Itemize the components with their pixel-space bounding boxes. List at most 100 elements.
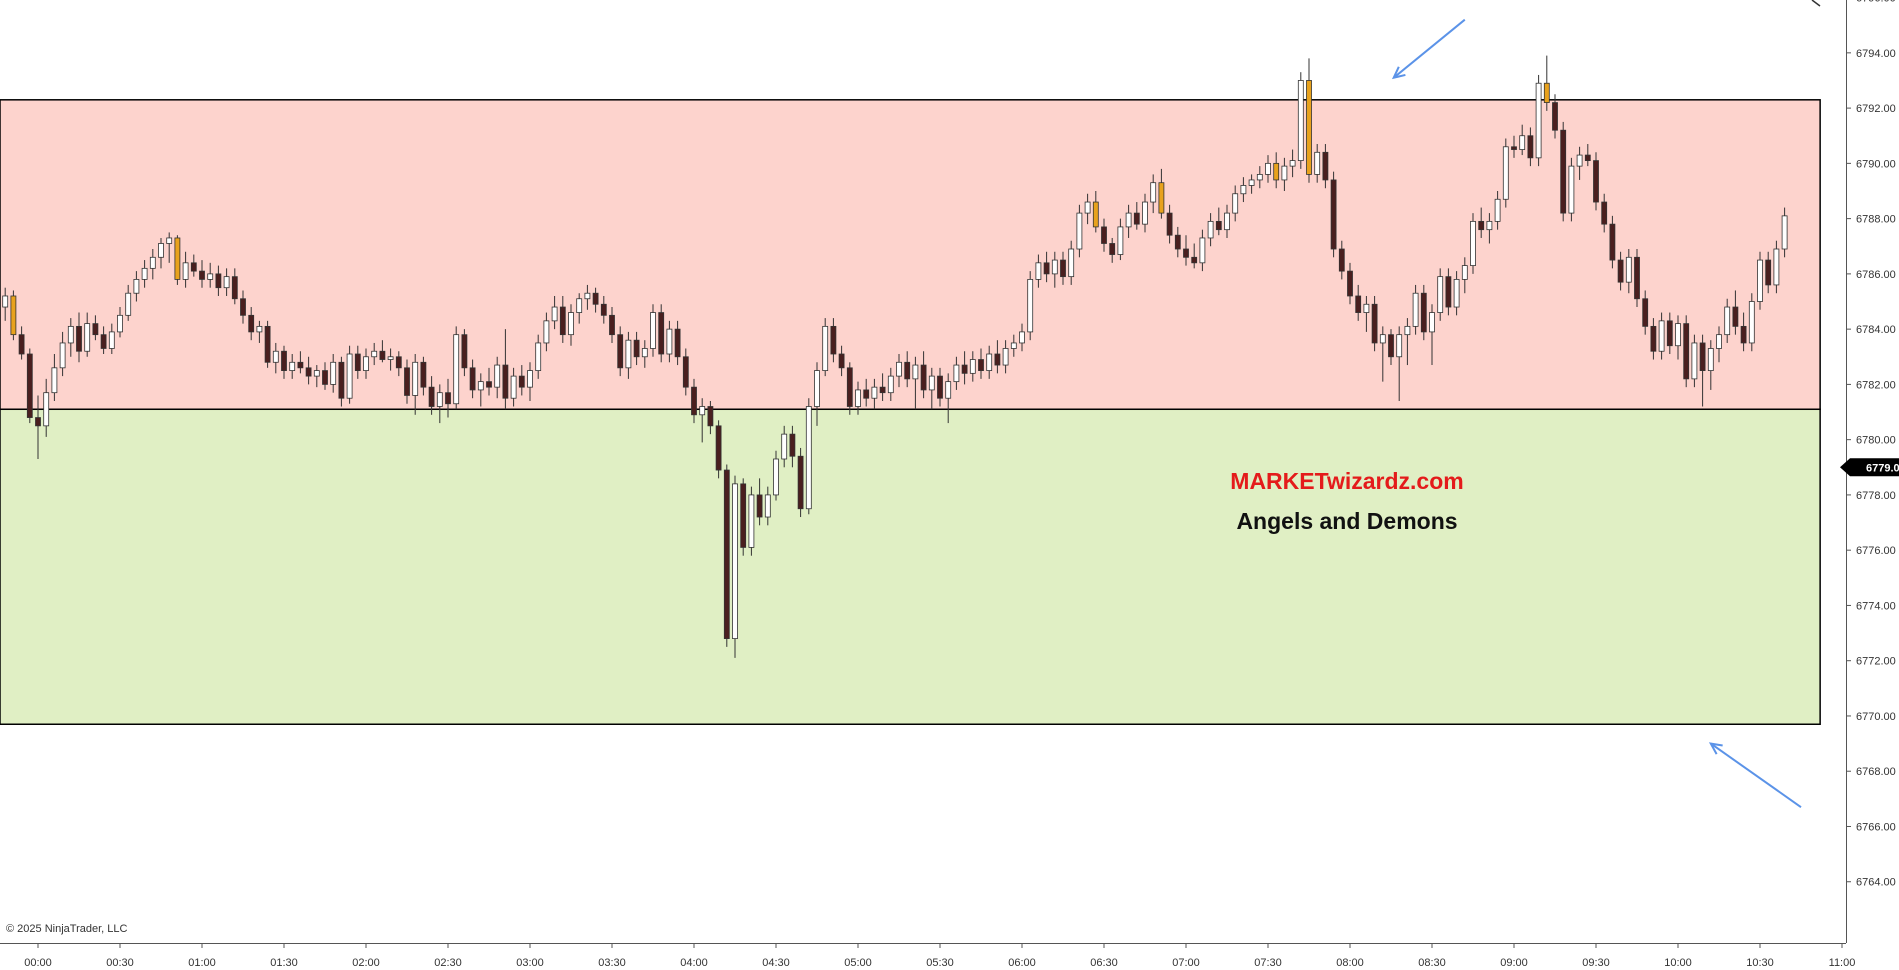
candle — [600, 295, 607, 324]
candle — [535, 334, 542, 379]
candle — [576, 293, 583, 324]
candle-body — [822, 325, 829, 371]
candle — [1535, 74, 1542, 167]
time-axis[interactable]: 00:00 00:30 01:00 01:30 02:00 02:30 03:00 03:30… — [24, 943, 1855, 969]
candle — [281, 345, 287, 379]
candle-body — [264, 325, 271, 363]
candle — [231, 268, 238, 305]
candle-body — [551, 306, 558, 322]
candle — [1740, 312, 1747, 352]
candle — [313, 365, 320, 388]
candle — [1396, 326, 1403, 401]
candle — [797, 447, 804, 518]
candle-body — [1650, 325, 1657, 352]
candle-body — [756, 494, 763, 518]
candle-body — [1535, 82, 1542, 159]
brand-annotation: MARKETwizardz.com — [1230, 468, 1463, 494]
candle-body — [1060, 259, 1066, 278]
candle — [223, 268, 230, 296]
candle-body — [125, 292, 132, 316]
candle-body — [1683, 323, 1690, 380]
candle-body — [1338, 248, 1345, 272]
candle — [1707, 340, 1714, 390]
candle — [1371, 295, 1378, 352]
price-tick-label: 6766.00 — [1856, 821, 1896, 833]
candle — [707, 400, 714, 435]
candle — [190, 254, 197, 277]
candle-body — [1109, 243, 1116, 255]
candle — [592, 287, 599, 313]
candle — [887, 367, 894, 401]
candle-body — [412, 361, 419, 396]
price-tick-label: 6784.00 — [1856, 324, 1896, 336]
candle-body — [199, 270, 205, 280]
candle-body — [1609, 223, 1616, 261]
candle — [158, 237, 164, 269]
candle — [1051, 251, 1058, 288]
candle — [1502, 138, 1509, 208]
candle — [256, 320, 263, 343]
candle-body — [190, 262, 197, 272]
candle-body — [486, 381, 492, 388]
candle — [1666, 312, 1673, 355]
price-tick-label: 6776.00 — [1856, 545, 1896, 557]
candle-body — [76, 325, 82, 352]
candle-body — [363, 356, 369, 371]
candle-body — [682, 356, 689, 388]
candle-body — [420, 361, 427, 388]
candle-body — [1757, 259, 1763, 302]
time-tick-label: 03:00 — [516, 957, 544, 969]
candle-body — [1133, 212, 1140, 225]
price-axis[interactable]: 6764.00 6766.00 6768.00 6770.00 6772.00 6774.… — [1846, 0, 1896, 889]
candle — [863, 378, 870, 407]
candle-body — [453, 334, 460, 405]
candle — [740, 478, 747, 556]
candle — [486, 367, 492, 396]
candle-body — [773, 458, 779, 496]
candle-body — [576, 298, 583, 313]
candle-body — [1084, 201, 1091, 214]
candle — [871, 378, 878, 410]
candle — [10, 290, 17, 341]
candle-body — [986, 353, 993, 371]
candle — [1240, 177, 1247, 203]
candle-body — [1355, 295, 1362, 313]
candle — [846, 362, 853, 415]
candle-body — [518, 375, 525, 388]
candle — [568, 304, 574, 346]
candle — [691, 378, 697, 424]
time-tick-label: 03:30 — [598, 957, 626, 969]
candle-body — [1215, 220, 1222, 231]
candle-body — [1068, 248, 1075, 278]
candle-body — [1642, 298, 1649, 327]
candle — [617, 326, 624, 377]
candle-body — [625, 339, 632, 369]
candle-body — [830, 325, 837, 355]
candle-body — [1486, 220, 1493, 231]
candle-body — [1150, 182, 1157, 203]
candle — [559, 295, 566, 343]
candle-body — [1117, 226, 1124, 255]
candle-body — [1297, 80, 1304, 161]
candle — [1511, 135, 1517, 158]
copyright-text: © 2025 NinjaTrader, LLC — [6, 923, 127, 935]
candle-body — [231, 276, 238, 300]
candle — [469, 359, 476, 399]
annotation-arrow — [1708, 742, 1802, 808]
candle-body — [1576, 154, 1583, 167]
candle-body — [346, 353, 353, 399]
candle-body — [699, 406, 706, 416]
candle-body — [633, 339, 640, 358]
candle-body — [395, 356, 402, 369]
candle — [461, 329, 468, 377]
candle-body — [1002, 348, 1009, 366]
candle-body — [477, 381, 484, 391]
candle-body — [166, 237, 173, 244]
price-tick-label: 6780.00 — [1856, 435, 1896, 447]
candle-body — [445, 392, 451, 405]
candles-layer — [2, 55, 1788, 658]
time-tick-label: 08:30 — [1418, 957, 1446, 969]
candle — [1092, 190, 1099, 233]
candle — [1552, 94, 1558, 139]
